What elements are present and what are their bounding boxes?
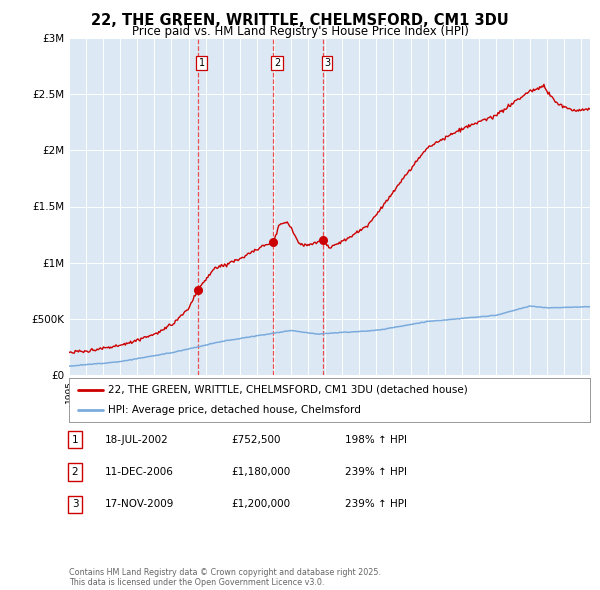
Text: HPI: Average price, detached house, Chelmsford: HPI: Average price, detached house, Chel… <box>108 405 361 415</box>
Text: 3: 3 <box>71 500 79 509</box>
Text: 2: 2 <box>71 467 79 477</box>
Text: 22, THE GREEN, WRITTLE, CHELMSFORD, CM1 3DU (detached house): 22, THE GREEN, WRITTLE, CHELMSFORD, CM1 … <box>108 385 468 395</box>
Text: 1: 1 <box>199 58 205 68</box>
Text: 198% ↑ HPI: 198% ↑ HPI <box>345 435 407 444</box>
Text: 2: 2 <box>274 58 280 68</box>
Text: £1,200,000: £1,200,000 <box>231 500 290 509</box>
Text: 22, THE GREEN, WRITTLE, CHELMSFORD, CM1 3DU: 22, THE GREEN, WRITTLE, CHELMSFORD, CM1 … <box>91 13 509 28</box>
Text: 239% ↑ HPI: 239% ↑ HPI <box>345 467 407 477</box>
Text: 17-NOV-2009: 17-NOV-2009 <box>105 500 175 509</box>
Text: 239% ↑ HPI: 239% ↑ HPI <box>345 500 407 509</box>
Text: Contains HM Land Registry data © Crown copyright and database right 2025.
This d: Contains HM Land Registry data © Crown c… <box>69 568 381 587</box>
Text: 3: 3 <box>324 58 330 68</box>
Text: £1,180,000: £1,180,000 <box>231 467 290 477</box>
Text: 11-DEC-2006: 11-DEC-2006 <box>105 467 174 477</box>
Text: Price paid vs. HM Land Registry's House Price Index (HPI): Price paid vs. HM Land Registry's House … <box>131 25 469 38</box>
Text: £752,500: £752,500 <box>231 435 281 444</box>
Text: 18-JUL-2002: 18-JUL-2002 <box>105 435 169 444</box>
Text: 1: 1 <box>71 435 79 444</box>
